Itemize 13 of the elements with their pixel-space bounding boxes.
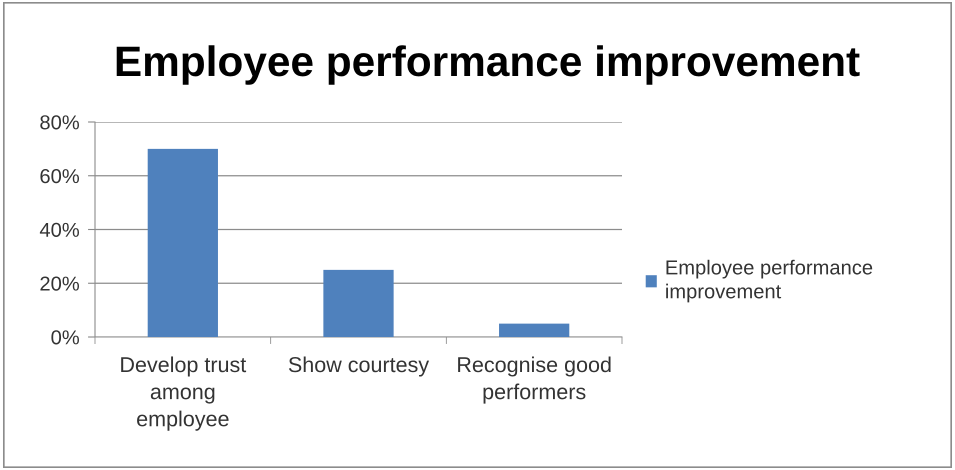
bar [499,324,570,337]
x-tick-label: Recognise good performers [458,356,611,404]
bar [323,270,394,337]
y-tick-label: 80% [40,115,80,130]
y-tick-label: 40% [40,222,80,237]
x-tick-label: Show courtesy [288,356,430,377]
x-tick-label: Develop trust among employee [121,356,246,431]
y-tick-label: 0% [51,330,80,344]
y-tick-label: 20% [40,276,80,291]
bar [148,148,218,337]
chart-title: Employee performance improvement [116,45,860,85]
y-tick-label: 60% [40,168,80,184]
legend-label: Employee performance improvement [666,260,872,302]
